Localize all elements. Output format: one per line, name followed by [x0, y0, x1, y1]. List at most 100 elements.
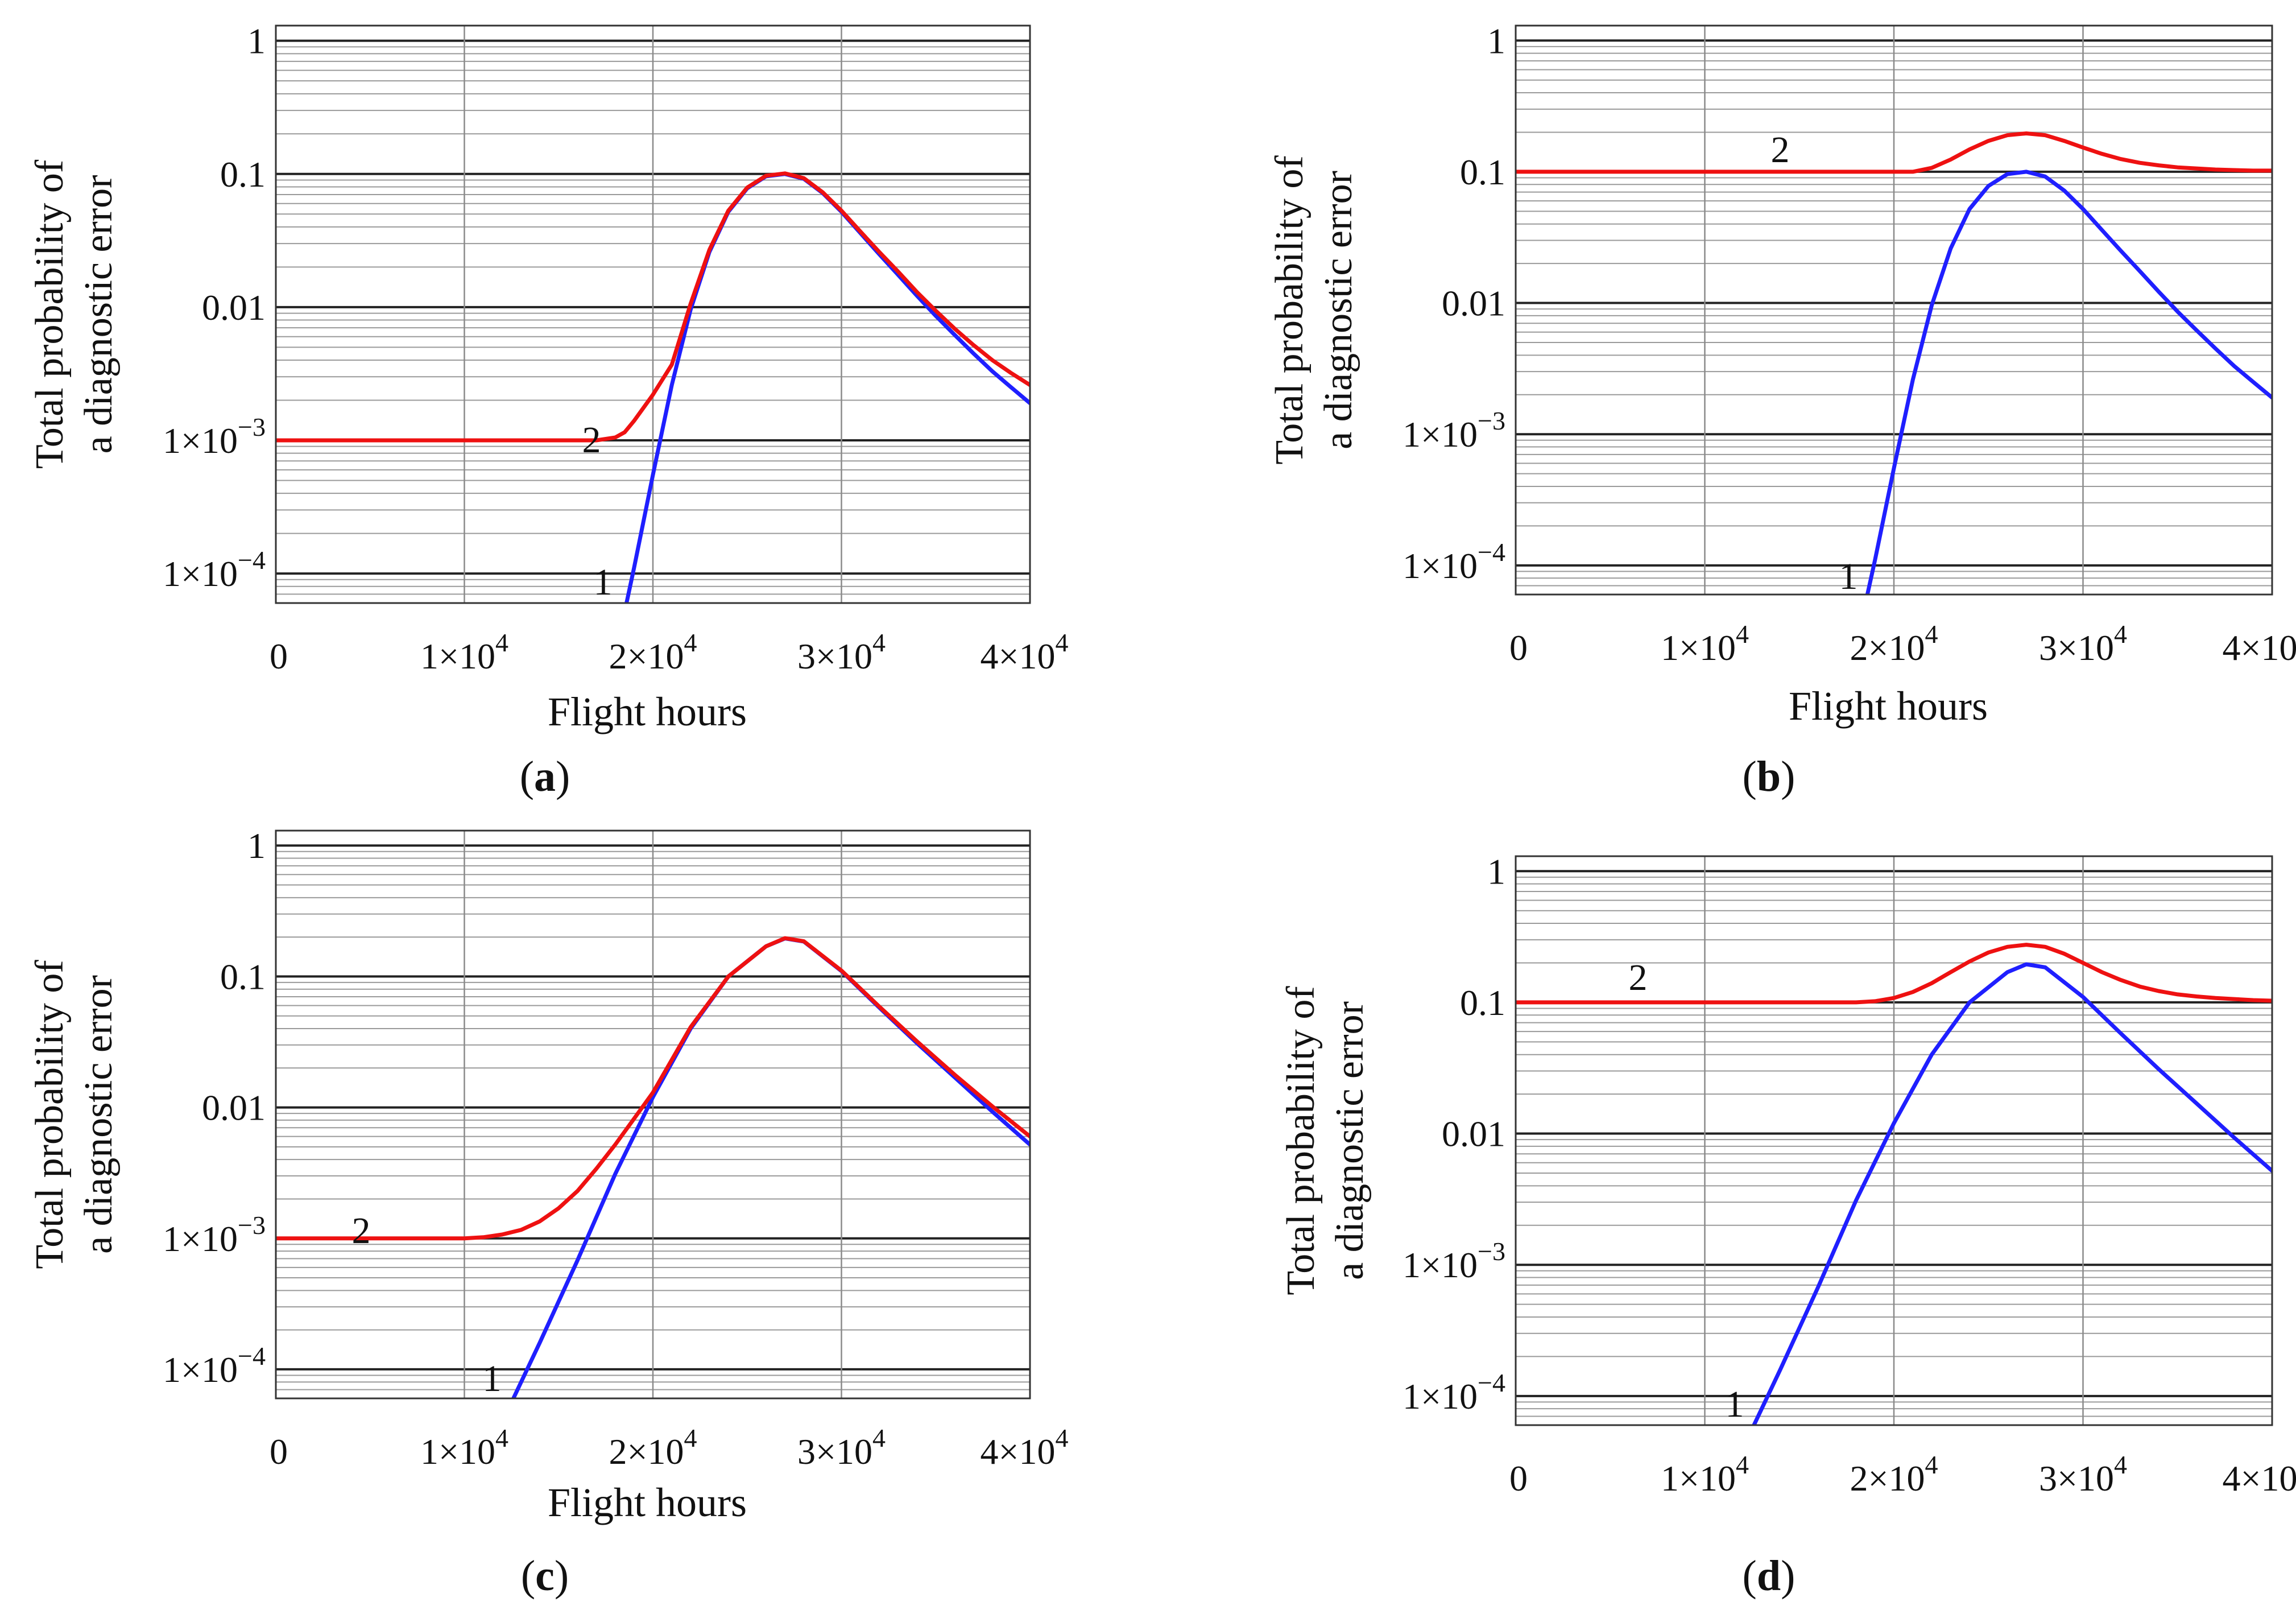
panel-a-y-tick-label: 1 [247, 21, 266, 61]
panel-a-x-tick-label-exponent: 4 [684, 628, 697, 657]
panel-b-x-axis-label: Flight hours [1789, 683, 1988, 729]
panel-b-y-tick-label: 1 [1487, 20, 1505, 61]
panel-d-grid [1516, 856, 2272, 1425]
panel-b-curves [1516, 131, 2272, 595]
panel-d-x-tick-label-base: 1×10 [1661, 1458, 1736, 1499]
panel-a-y-tick-label: 1×10−3 [163, 412, 266, 461]
panel-c-x-tick-label: 1×104 [420, 1423, 508, 1472]
panel-b-y-tick-label-exponent: −4 [1478, 538, 1505, 567]
panel-d-y-tick-label-base: 0.01 [1442, 1114, 1505, 1154]
panel-b-series-1-line [1865, 170, 2272, 595]
panel-c-y-axis-label: Total probability of a diagnostic error [28, 960, 121, 1269]
panel-d-y-tick-label-exponent: −3 [1478, 1237, 1505, 1266]
panel-d: 10.10.011×10−31×10−40 1×104 2×104 3×104 4×10… [1279, 851, 2296, 1600]
panel-d-x-tick-label: 2×104 [1850, 1450, 1938, 1499]
panel-b-y-tick-label: 0.1 [1460, 152, 1505, 192]
panel-b-curve-label-1: 1 [1839, 556, 1858, 597]
panel-a-curve-label-2: 2 [582, 419, 601, 461]
panel-a-x-tick-label: 0 [270, 636, 288, 676]
panel-c-x-tick-label-exponent: 4 [684, 1423, 697, 1452]
panel-d-caption-close: ) [1781, 1552, 1795, 1600]
panel-b-x-tick-label: 3×104 [2039, 620, 2127, 668]
panel-a-x-tick-label-base: 2×10 [609, 636, 684, 676]
panel-c-y-tick-label-base: 1 [247, 825, 266, 866]
panel-c-grid [276, 831, 1030, 1398]
panel-c-y-tick-label: 1×10−4 [163, 1341, 266, 1390]
panel-d-x-tick-label-base: 0 [1509, 1458, 1528, 1499]
panel-a-caption-letter: a [534, 753, 556, 800]
panel-d-caption-letter: d [1757, 1552, 1781, 1600]
panel-d-x-tick-label: 4×104 [2222, 1450, 2296, 1499]
panel-c-y-tick-label-exponent: −4 [238, 1341, 266, 1371]
panel-c-y-tick-label: 0.01 [202, 1088, 266, 1128]
panel-d-x-tick-label-exponent: 4 [1925, 1450, 1938, 1479]
panel-b-y-tick-label: 1×10−3 [1403, 406, 1505, 455]
panel-d-y-tick-label: 1×10−4 [1403, 1368, 1505, 1417]
panel-a-y-tick-label-base: 0.01 [202, 287, 266, 328]
panel-b-y-tick-label-exponent: −3 [1478, 406, 1505, 435]
panel-b-x-tick-label-base: 0 [1509, 628, 1528, 668]
panel-a-y-tick-label: 1×10−4 [163, 546, 266, 594]
panel-c-x-tick-label-exponent: 4 [1056, 1423, 1069, 1452]
panel-c-caption-close: ) [555, 1552, 569, 1600]
panel-c-y-axis-label-line1: Total probability of [28, 960, 72, 1269]
panel-c-caption-open: ( [521, 1552, 535, 1600]
panel-a-y-tick-label-base: 1 [247, 21, 266, 61]
panel-b-x-tick-label-exponent: 4 [1736, 620, 1749, 649]
panel-a-curve-label-1: 1 [594, 562, 613, 603]
panel-c-y-tick-label: 0.1 [220, 956, 266, 997]
panel-a-series-1-line [624, 172, 1030, 603]
panel-b-y-tick-label-base: 0.1 [1460, 152, 1505, 192]
panel-b-y-tick-label-base: 0.01 [1442, 283, 1505, 324]
panel-d-y-axis-label-line2: a diagnostic error [1328, 1001, 1372, 1280]
panel-c-x-tick-label-base: 0 [270, 1431, 288, 1472]
panel-c-y-tick-label-base: 1×10 [163, 1219, 238, 1259]
panel-c-plot-frame [275, 829, 1031, 1400]
panel-c-caption: (c) [521, 1552, 569, 1600]
panel-a-x-tick-label: 2×104 [609, 628, 697, 676]
panel-a-y-tick-label: 0.1 [220, 154, 266, 195]
panel-d-curve-label-2: 2 [1629, 957, 1648, 998]
panel-b-y-tick-label: 0.01 [1442, 283, 1505, 324]
panel-a-caption: (a) [520, 753, 570, 800]
panel-c-curve-label-2: 2 [352, 1210, 371, 1252]
panel-a-y-tick-label: 0.01 [202, 287, 266, 328]
panel-b-x-tick-label: 1×104 [1661, 620, 1749, 668]
panel-b-y-tick-label-base: 1×10 [1403, 546, 1478, 586]
panel-d-y-tick-label: 1 [1487, 851, 1505, 891]
panel-a-y-tick-label-base: 1×10 [163, 420, 238, 461]
panel-a-y-tick-label-base: 1×10 [163, 554, 238, 594]
panel-d-series-2-line [1516, 943, 2272, 1005]
panel-c-x-tick-label-base: 1×10 [420, 1431, 495, 1472]
panel-d-y-tick-label-base: 0.1 [1460, 983, 1505, 1023]
panel-d-y-tick-label: 0.01 [1442, 1114, 1505, 1154]
panel-d-curve-label-1: 1 [1726, 1384, 1744, 1425]
panel-a-plot-frame [275, 24, 1031, 604]
panel-c-y-tick-label-base: 1×10 [163, 1349, 238, 1390]
panel-d-x-tick-label: 0 [1509, 1458, 1528, 1499]
panel-a-y-axis-label-line2: a diagnostic error [77, 175, 121, 454]
panel-d-y-axis-label-line1: Total probability of [1279, 986, 1323, 1295]
panel-c-x-tick-label-exponent: 4 [872, 1423, 886, 1452]
panel-a-x-tick-label: 4×104 [980, 628, 1068, 676]
panel-a-y-axis-label: Total probability of a diagnostic error [28, 159, 121, 469]
panel-b-series-2-line [1516, 131, 2272, 174]
panel-d-y-tick-label: 0.1 [1460, 983, 1505, 1023]
panel-c-y-tick-label: 1 [247, 825, 266, 866]
panel-a-x-tick-label-exponent: 4 [495, 628, 508, 657]
panel-c-x-tick-label-base: 4×10 [980, 1431, 1055, 1472]
panel-b-x-tick-label-base: 2×10 [1850, 628, 1925, 668]
panel-c-y-tick-label-exponent: −3 [238, 1211, 266, 1240]
panel-d-x-tick-label-base: 2×10 [1850, 1458, 1925, 1499]
panel-c-curves [276, 936, 1030, 1398]
panel-b-grid [1516, 26, 2272, 595]
panel-d-x-tick-label-base: 4×10 [2222, 1458, 2296, 1499]
panel-c-x-tick-label: 2×104 [609, 1423, 697, 1472]
panel-a-x-tick-label-base: 0 [270, 636, 288, 676]
panel-b: 10.10.011×10−31×10−40 1×104 2×104 3×104 4×10… [1268, 20, 2296, 800]
panel-c-series-2-line [276, 936, 1030, 1241]
panel-b-y-axis-label: Total probability of a diagnostic error [1268, 155, 1360, 465]
panel-c-y-tick-label-base: 0.01 [202, 1088, 266, 1128]
panel-a-y-tick-label-base: 0.1 [220, 154, 266, 195]
